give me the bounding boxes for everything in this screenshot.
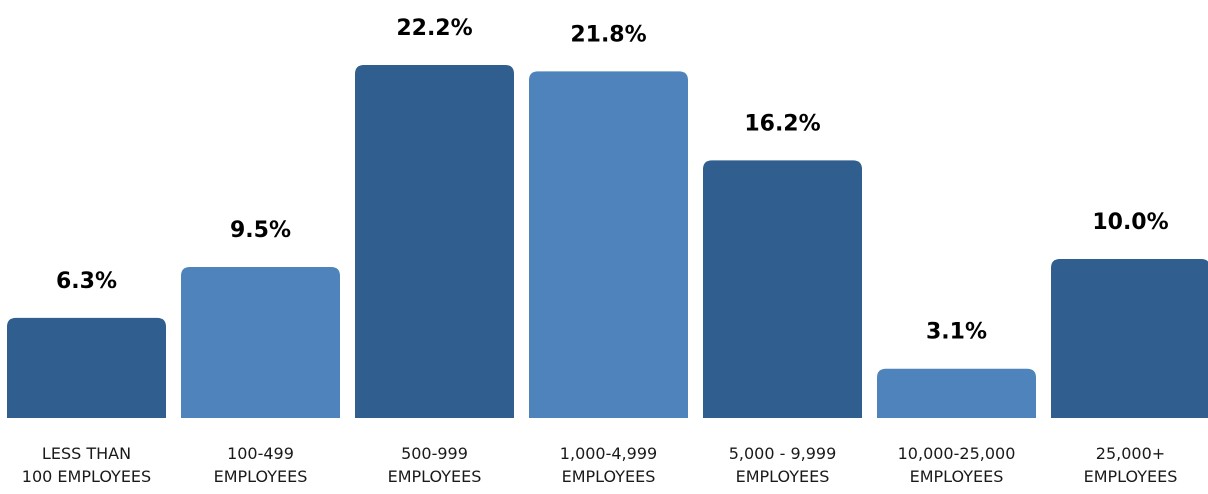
bar-2 (355, 65, 514, 418)
category-label-1-line-2: EMPLOYEES (214, 467, 308, 486)
category-label-2-line-1: 500-999 (401, 444, 468, 463)
category-label-0-line-1: LESS THAN (42, 444, 131, 463)
value-labels-group: 6.3% 9.5% 22.2% 21.8% 16.2% 3.1% 10.0% (56, 16, 1169, 345)
category-labels-group: LESS THAN 100 EMPLOYEES 100-499 EMPLOYEES 50… (22, 444, 1178, 486)
value-label-5: 3.1% (926, 320, 987, 345)
category-label-3-line-2: EMPLOYEES (562, 467, 656, 486)
value-label-2: 22.2% (396, 16, 472, 41)
category-label-2-line-2: EMPLOYEES (388, 467, 482, 486)
category-label-1-line-1: 100-499 (227, 444, 294, 463)
value-label-0: 6.3% (56, 269, 117, 294)
category-label-4-line-2: EMPLOYEES (736, 467, 830, 486)
category-label-5-line-2: EMPLOYEES (910, 467, 1004, 486)
bars-group (7, 65, 1208, 419)
bar-5 (877, 368, 1036, 418)
value-label-6: 10.0% (1092, 210, 1168, 235)
bar-1 (181, 266, 340, 418)
bar-4 (703, 160, 862, 419)
category-label-6-line-2: EMPLOYEES (1084, 467, 1178, 486)
value-label-3: 21.8% (570, 22, 646, 47)
bar-3 (529, 71, 688, 419)
category-label-3-line-1: 1,000-4,999 (560, 444, 657, 463)
category-label-5-line-1: 10,000-25,000 (898, 444, 1016, 463)
bar-6 (1051, 258, 1208, 418)
category-label-4-line-1: 5,000 - 9,999 (729, 444, 837, 463)
category-label-0-line-2: 100 EMPLOYEES (22, 467, 151, 486)
bar-0 (7, 317, 166, 418)
value-label-4: 16.2% (744, 111, 820, 136)
category-label-6-line-1: 25,000+ (1096, 444, 1165, 463)
value-label-1: 9.5% (230, 218, 291, 243)
